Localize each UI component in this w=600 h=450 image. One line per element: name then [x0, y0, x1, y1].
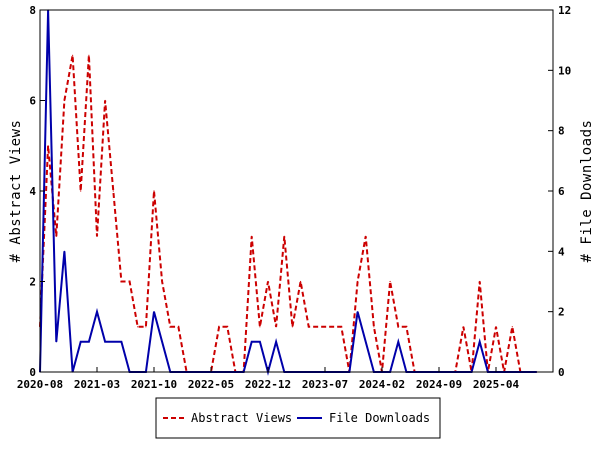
x-tick-label: 2022-05	[188, 378, 234, 391]
data-point	[267, 280, 269, 283]
data-point	[389, 280, 391, 283]
left-axis-title: # Abstract Views	[8, 120, 24, 263]
data-point	[397, 341, 399, 343]
right-tick-label: 10	[558, 64, 571, 77]
x-tick-label: 2023-07	[302, 378, 348, 391]
left-tick-label: 0	[29, 366, 36, 379]
plot-lines	[39, 9, 538, 376]
legend-label-abstract-views: Abstract Views	[191, 411, 292, 425]
data-point	[88, 341, 90, 343]
right-tick-label: 12	[558, 4, 571, 17]
data-point	[161, 280, 163, 283]
data-point	[96, 311, 98, 313]
left-tick-label: 8	[29, 4, 36, 17]
data-point	[104, 341, 106, 343]
data-point	[365, 341, 367, 343]
data-point	[218, 326, 220, 328]
series-line-abstract-views	[39, 55, 537, 373]
x-tick-label: 2021-10	[131, 378, 177, 391]
right-axis-title: # File Downloads	[579, 120, 595, 263]
data-point	[80, 190, 82, 192]
x-axis-ticks: 2020-08 2021-03 2021-10 2022-05 2022-12 2023-…	[17, 367, 520, 391]
data-point	[259, 341, 261, 343]
data-point	[251, 341, 253, 343]
data-point	[291, 326, 293, 328]
data-point	[96, 235, 98, 237]
data-point	[462, 326, 464, 328]
data-point	[72, 54, 74, 56]
data-point	[365, 235, 367, 237]
data-point	[226, 326, 228, 328]
right-tick-label: 2	[558, 306, 565, 319]
data-point	[112, 341, 114, 343]
data-point	[495, 326, 497, 328]
legend-label-file-downloads: File Downloads	[329, 411, 430, 425]
data-point	[137, 326, 139, 328]
data-point	[88, 54, 90, 56]
data-point	[47, 145, 49, 147]
right-tick-label: 8	[558, 125, 565, 138]
x-tick-label: 2020-08	[17, 378, 63, 391]
data-point	[129, 280, 131, 283]
left-axis-ticks: 0 2 4 6 8	[29, 4, 45, 379]
data-point	[177, 326, 179, 328]
data-point	[397, 326, 399, 328]
data-point	[161, 341, 163, 343]
x-tick-label: 2025-04	[473, 378, 520, 391]
data-point	[300, 280, 302, 283]
series-line-file-downloads	[39, 9, 537, 376]
data-point	[120, 341, 122, 343]
data-point	[145, 326, 147, 328]
data-point	[479, 280, 481, 283]
data-point	[283, 235, 285, 237]
right-tick-label: 4	[558, 245, 565, 258]
data-point	[55, 341, 57, 343]
data-point	[340, 326, 342, 328]
data-point	[251, 235, 253, 237]
data-point	[104, 99, 106, 102]
data-point	[153, 190, 155, 192]
data-point	[316, 326, 318, 328]
left-tick-label: 2	[29, 276, 36, 289]
data-point	[275, 326, 277, 328]
data-point	[357, 311, 359, 313]
data-point	[405, 326, 407, 328]
right-axis-ticks: 0 2 4 6 8 10 12	[548, 4, 571, 379]
x-tick-label: 2021-03	[74, 378, 120, 391]
right-tick-label: 6	[558, 185, 565, 198]
data-point	[479, 341, 481, 343]
data-point	[373, 326, 375, 328]
plot-frame	[39, 9, 554, 373]
data-point	[153, 311, 155, 313]
data-point	[259, 326, 261, 328]
right-tick-label: 0	[558, 366, 565, 379]
data-point	[332, 326, 334, 328]
left-tick-label: 4	[29, 185, 36, 198]
data-point	[511, 326, 513, 328]
legend: Abstract Views File Downloads	[155, 397, 441, 439]
x-tick-label: 2022-12	[245, 378, 291, 391]
data-point	[63, 250, 65, 252]
data-point	[55, 235, 57, 237]
data-point	[63, 99, 65, 102]
data-point	[324, 326, 326, 328]
data-point	[80, 341, 82, 343]
data-point	[112, 190, 114, 192]
data-point	[357, 280, 359, 283]
x-tick-label: 2024-09	[416, 378, 462, 391]
left-tick-label: 6	[29, 95, 36, 108]
data-point	[308, 326, 310, 328]
data-point	[169, 326, 171, 328]
data-point	[275, 341, 277, 343]
x-tick-label: 2024-02	[359, 378, 405, 391]
data-point	[120, 280, 122, 283]
